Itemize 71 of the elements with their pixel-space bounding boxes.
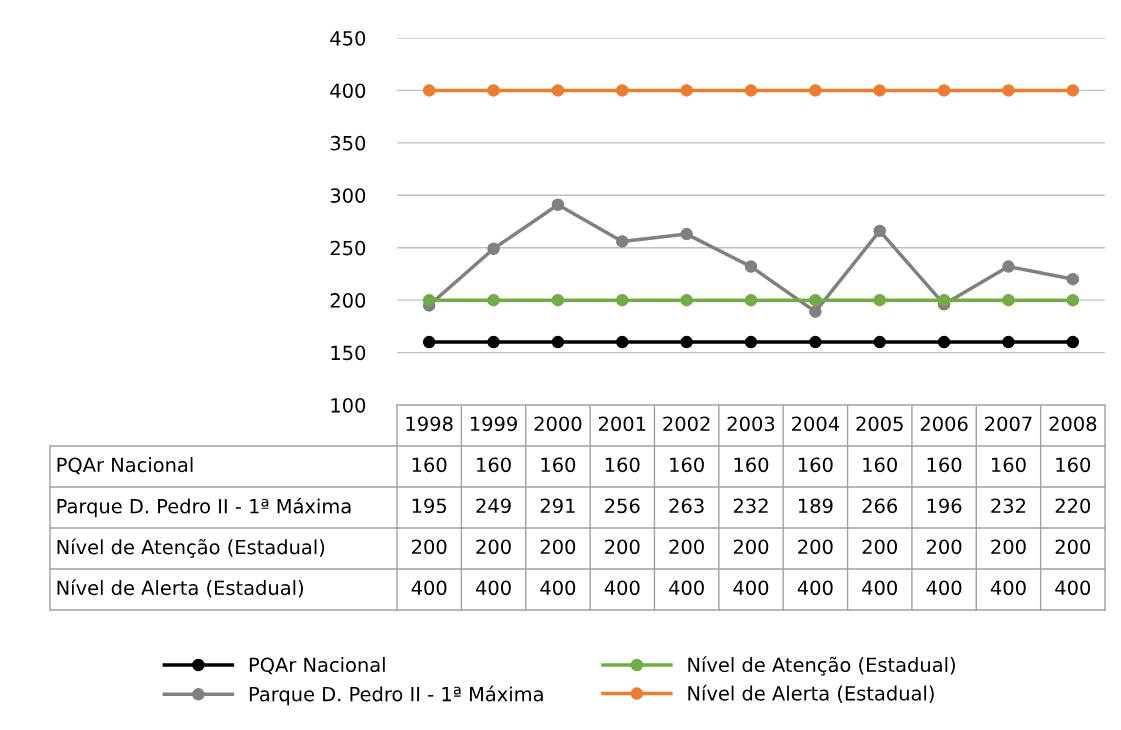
data-label: 400 [733, 580, 769, 596]
data-label: 200 [669, 539, 704, 555]
x-tick-label: 1998 [406, 416, 453, 432]
y-tick-label: 300 [330, 188, 366, 203]
text: Nível de Atenção (Estadual) [57, 538, 325, 558]
data-label: 200 [540, 539, 576, 555]
data-label: 200 [412, 539, 447, 555]
data-label: 400 [926, 580, 962, 596]
data-label: 200 [862, 539, 897, 555]
data-label: 200 [991, 539, 1026, 555]
y-tick-label: 350 [330, 135, 366, 151]
data-label: 160 [412, 457, 447, 473]
data-label: 400 [540, 580, 576, 596]
data-label: 160 [734, 457, 769, 473]
x-tick-label: 1999 [470, 416, 517, 432]
text: PQAr Nacional [57, 457, 193, 475]
x-tick-label: 2003 [727, 416, 775, 432]
data-label: 160 [605, 457, 640, 473]
data-label: 400 [862, 580, 897, 596]
legend-label: Nível de Alerta (Estadual) [688, 684, 934, 703]
x-tick-label: 2007 [985, 416, 1032, 432]
data-label: 266 [862, 498, 898, 514]
legend-label: Nível de Atenção (Estadual) [688, 656, 955, 676]
data-label: 400 [475, 580, 511, 596]
x-tick-label: 2001 [598, 416, 646, 432]
data-label: 160 [670, 457, 704, 473]
data-label: 263 [669, 498, 704, 514]
text: Nível de Alerta (Estadual) [57, 579, 303, 598]
data-label: 200 [733, 539, 769, 555]
data-label: 400 [1055, 580, 1091, 596]
y-tick-label: 200 [330, 293, 366, 308]
data-label: 160 [541, 457, 576, 473]
data-label: 249 [476, 498, 511, 514]
x-tick-label: 2005 [856, 416, 903, 432]
data-label: 256 [605, 498, 640, 514]
data-label: 196 [927, 498, 962, 514]
data-label: 160 [992, 457, 1026, 473]
data-label: 200 [798, 539, 833, 555]
data-label: 200 [926, 539, 962, 555]
data-label: 400 [604, 580, 640, 596]
data-label: 200 [476, 539, 511, 555]
data-label: 160 [477, 457, 511, 473]
data-label: 160 [863, 457, 897, 473]
data-label: 200 [605, 539, 640, 555]
data-label: 160 [927, 457, 962, 473]
data-label: 160 [798, 457, 833, 473]
y-tick-label: 400 [330, 83, 366, 99]
data-label: 291 [540, 498, 575, 514]
legend-label: Parque D. Pedro II - 1ª Máxima [249, 685, 543, 706]
x-tick-label: 2000 [534, 416, 582, 432]
data-label: 195 [412, 498, 447, 514]
text: Parque D. Pedro II - 1ª Máxima [57, 497, 351, 518]
data-label: 400 [990, 580, 1026, 596]
data-label: 220 [1055, 498, 1091, 514]
y-tick-label: 450 [330, 30, 366, 46]
data-label: 189 [798, 498, 833, 514]
data-label: 232 [733, 498, 768, 514]
data-label: 400 [797, 580, 833, 596]
data-label: 400 [669, 580, 704, 596]
y-tick-label: 250 [330, 240, 366, 256]
x-tick-label: 2002 [663, 416, 710, 432]
x-tick-label: 2004 [792, 416, 840, 432]
data-label: 160 [1056, 457, 1091, 473]
data-label: 400 [411, 580, 447, 596]
y-tick-label: 100 [331, 397, 366, 413]
x-tick-label: 2006 [920, 416, 968, 432]
legend-label: PQAr Nacional [249, 657, 385, 675]
x-tick-label: 2008 [1049, 416, 1097, 432]
data-label: 200 [1055, 539, 1091, 555]
y-tick-label: 150 [331, 345, 366, 361]
data-label: 232 [991, 498, 1026, 514]
